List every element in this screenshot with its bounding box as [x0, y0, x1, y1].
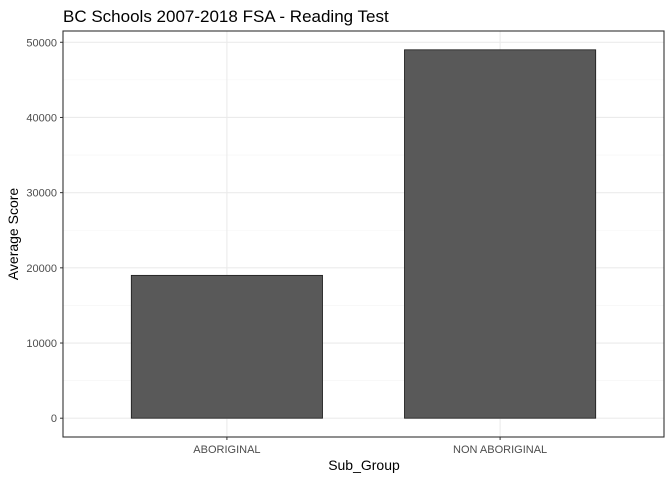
bars: [130, 49, 597, 419]
x-axis-ticks: ABORIGINAL NON ABORIGINAL: [193, 437, 547, 456]
y-tick-label: 30000: [26, 188, 57, 200]
bar-aboriginal: [130, 274, 323, 419]
y-tick-label: 0: [51, 413, 57, 425]
y-tick-label: 20000: [26, 263, 57, 275]
panel-border: [62, 30, 665, 438]
y-tick-label: 40000: [26, 112, 57, 124]
x-axis-title: Sub_Group: [328, 457, 400, 473]
bar-non-aboriginal: [404, 49, 597, 419]
y-axis-title: Average Score: [5, 188, 21, 281]
y-tick-label: 50000: [26, 37, 57, 49]
y-axis-ticks: 0 10000 20000 30000 40000 50000: [26, 37, 63, 425]
x-tick-label: ABORIGINAL: [193, 444, 260, 456]
x-tick-label: NON ABORIGINAL: [453, 444, 547, 456]
chart-title: BC Schools 2007-2018 FSA - Reading Test: [63, 7, 389, 26]
y-tick-label: 10000: [26, 338, 57, 350]
